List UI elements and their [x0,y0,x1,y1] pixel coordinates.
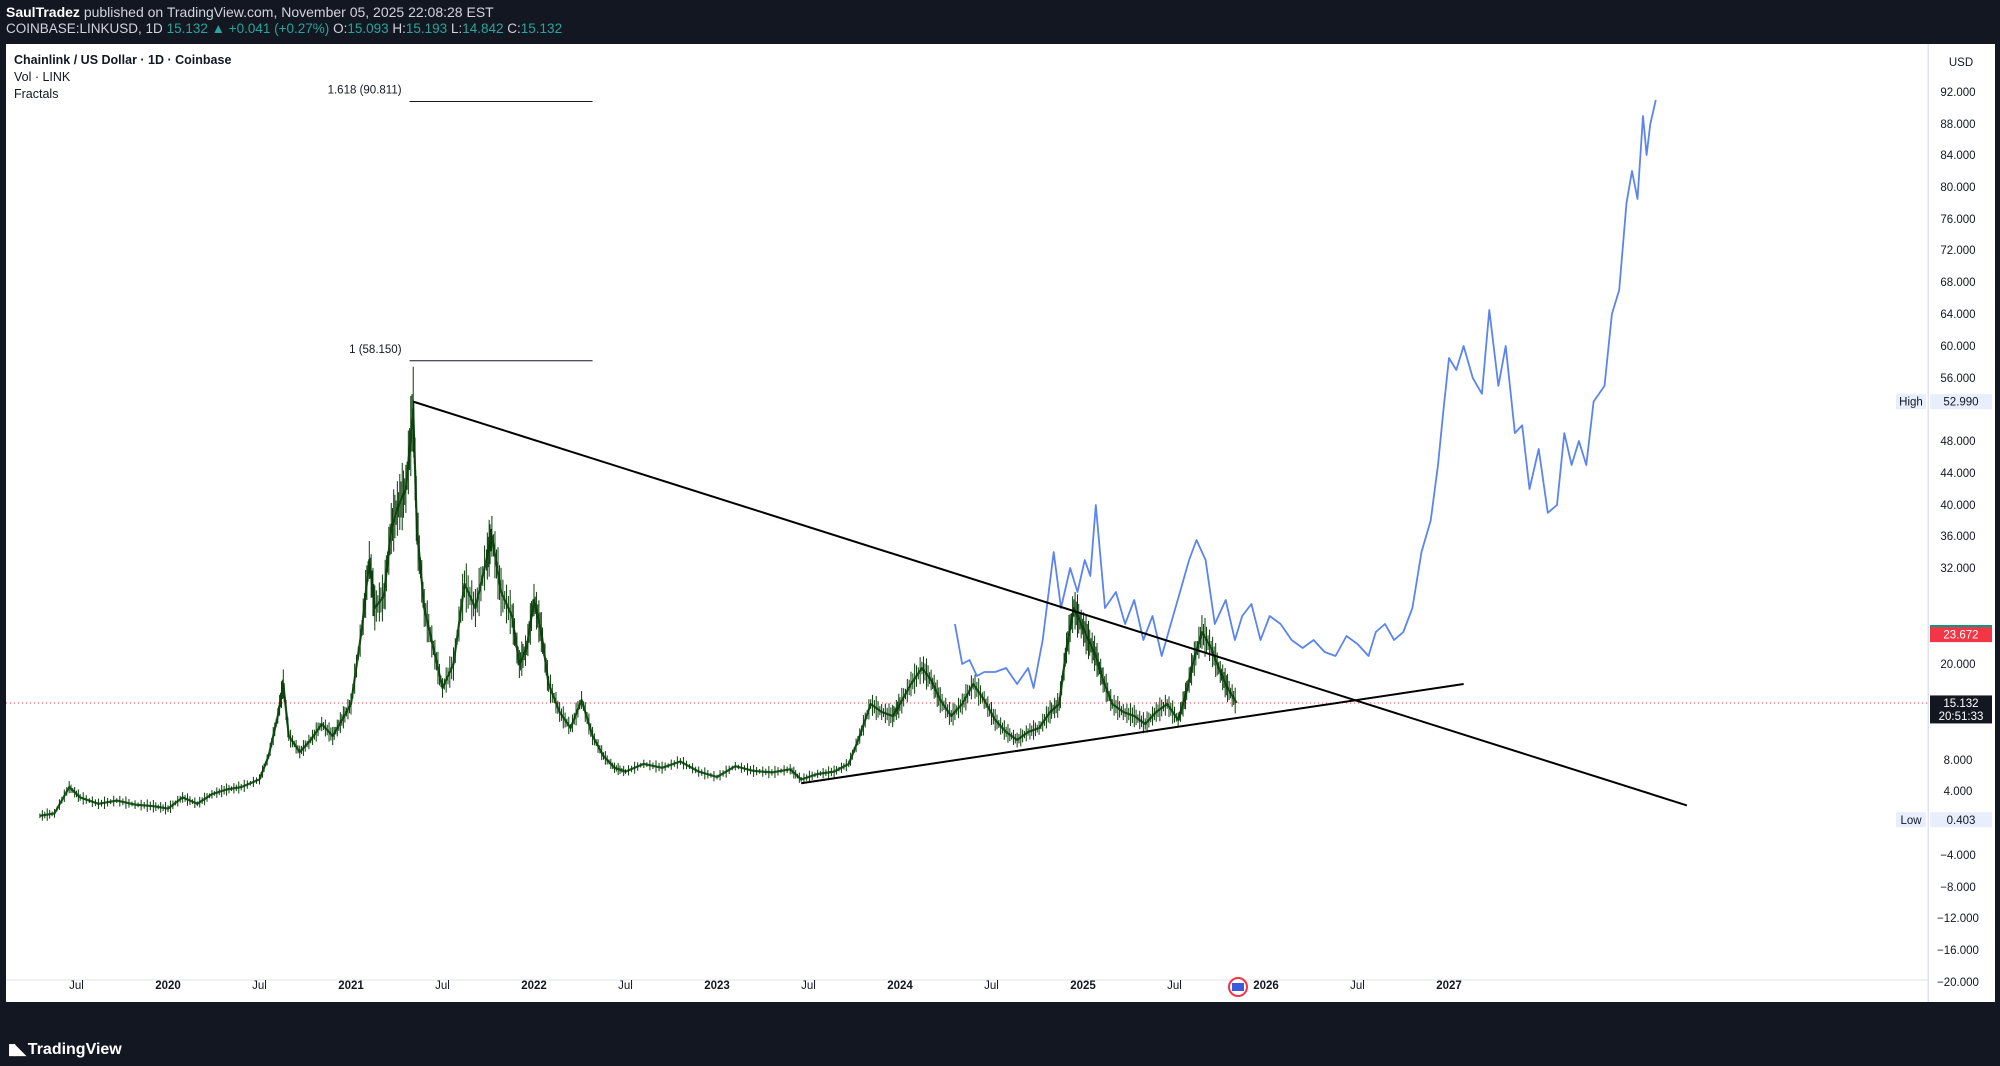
x-tick-label: Jul [252,980,267,992]
price-tag-label-box [1896,394,1926,410]
x-tick-label: 2026 [1253,980,1279,992]
author-name[interactable]: SaulTradez [6,4,80,20]
close-label: C: [507,21,521,36]
x-tick-label: 2020 [155,980,181,992]
x-tick-label: Jul [69,980,84,992]
x-tick-label: 2027 [1436,980,1462,992]
price-history-candles [39,408,1238,817]
y-tick-label: 20.000 [1940,659,1975,671]
x-tick-label: 2024 [887,980,913,992]
price-tag-countdown: 20:51:33 [1939,711,1984,723]
price-tag-label-box [1896,812,1926,828]
open-label: O: [333,21,348,36]
legend-volume[interactable]: Vol · LINK [14,70,71,84]
tradingview-logo[interactable]: ▮◣ TradingView [8,1040,122,1059]
price-tag-label: High [1899,397,1923,409]
x-tick-label: 2025 [1070,980,1096,992]
currency-label[interactable]: USD [1949,57,1973,69]
price-change: 15.132 ▲ +0.041 (+0.27%) [166,21,330,36]
symbol-label: COINBASE:LINKUSD, 1D [6,21,163,36]
ohlc-line: COINBASE:LINKUSD, 1D 15.132 ▲ +0.041 (+0… [6,21,562,36]
y-tick-label: 40.000 [1940,500,1975,512]
x-tick-label: 2023 [704,980,730,992]
descending-trendline [412,400,1688,807]
y-tick-label: −12.000 [1937,913,1979,925]
y-tick-label: 44.000 [1940,468,1975,480]
ascending-trendline [801,683,1464,785]
legend-title[interactable]: Chainlink / US Dollar · 1D · Coinbase [14,53,232,67]
price-tag-label: Low [1900,815,1922,827]
publish-line: SaulTradez published on TradingView.com,… [6,4,494,20]
chart-legend: Chainlink / US Dollar · 1D · Coinbase Vo… [14,52,231,103]
low-value: 14.842 [462,21,504,36]
y-tick-label: 64.000 [1940,309,1975,321]
chart-canvas[interactable]: USD 92.000 88.000 84.000 80.000 76.000 72.000… [0,0,2000,1030]
price-tag-value: 15.132 [1943,698,1978,710]
price-tag-box [1930,394,1992,410]
price-tag-box [1930,812,1992,828]
y-tick-label: 84.000 [1940,150,1975,162]
y-tick-label: 80.000 [1940,182,1975,194]
y-tick-label: 8.000 [1944,755,1973,767]
x-tick-label: Jul [1350,980,1365,992]
footer-bar [0,1030,2000,1066]
projection-path-line [954,99,1657,689]
y-tick-label: 76.000 [1940,214,1975,226]
x-tick-label: 2022 [521,980,547,992]
tradingview-logo-icon: ▮◣ [8,1041,26,1058]
close-value: 15.132 [520,21,563,36]
price-tag-box [1930,627,1992,643]
x-tick-label: Jul [618,980,633,992]
fib-level-label: 1 (58.150) [349,344,402,356]
y-tick-label: −4.000 [1940,850,1976,862]
top-bar: SaulTradez published on TradingView.com,… [0,0,2000,44]
price-tag-value: 52.990 [1943,397,1978,409]
y-tick-label: 56.000 [1940,373,1975,385]
y-tick-label: 88.000 [1940,119,1975,131]
x-tick-label: Jul [801,980,816,992]
y-tick-label: −20.000 [1937,977,1979,989]
brand-name: TradingView [27,1041,122,1058]
open-value: 15.093 [347,21,389,36]
y-tick-label: −16.000 [1937,945,1979,957]
x-tick-label: Jul [1167,980,1182,992]
chart-pane[interactable] [6,44,1928,1002]
y-tick-label: 72.000 [1940,245,1975,257]
fib-level-label: 1.618 (90.811) [328,85,402,97]
high-value: 15.193 [405,21,448,36]
price-tag-value: 0.403 [1947,815,1976,827]
y-tick-label: 48.000 [1940,436,1975,448]
x-tick-label: Jul [435,980,450,992]
publish-info: published on TradingView.com, November 0… [83,4,494,20]
price-axis-panel[interactable] [1928,44,1995,1002]
high-label: H: [392,21,406,36]
y-tick-label: 60.000 [1940,341,1975,353]
y-tick-label: 4.000 [1944,786,1973,798]
price-tag-value: 23.672 [1943,630,1978,642]
us-flag-event-icon-fill [1232,983,1244,991]
x-tick-label: Jul [984,980,999,992]
y-tick-label: 68.000 [1940,277,1975,289]
y-tick-label: 32.000 [1940,563,1975,575]
y-tick-label: −8.000 [1940,882,1976,894]
y-tick-label: 92.000 [1940,87,1975,99]
legend-fractals[interactable]: Fractals [14,87,59,101]
low-label: L: [450,21,463,36]
y-tick-label: 36.000 [1940,531,1975,543]
x-tick-label: 2021 [338,980,364,992]
price-tag-box [1930,695,1992,724]
